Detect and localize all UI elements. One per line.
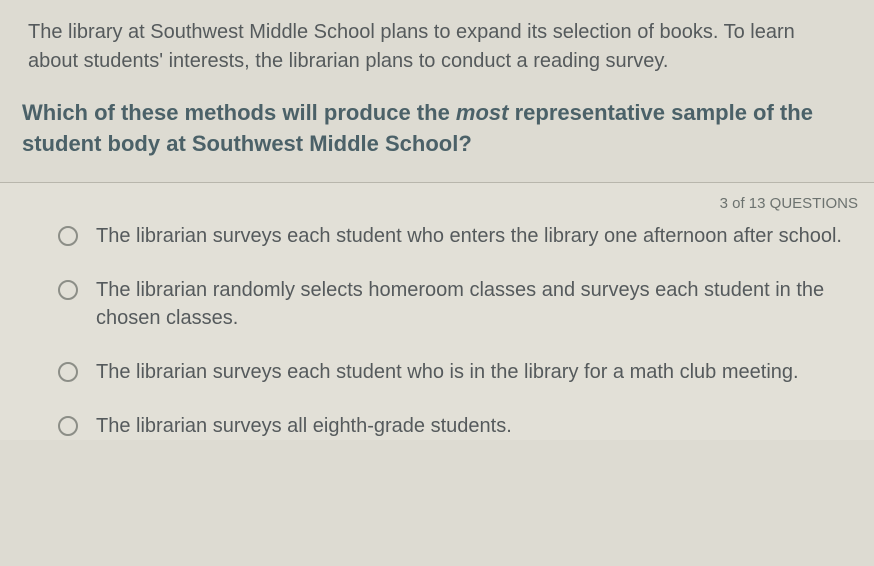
question-prompt: Which of these methods will produce the … [0,86,874,182]
question-emphasis: most [456,100,509,125]
option-text: The librarian surveys all eighth-grade s… [96,412,532,440]
option-c[interactable]: The librarian surveys each student who i… [58,358,862,386]
question-prefix: Which of these methods will produce the [22,100,456,125]
radio-icon[interactable] [58,416,78,436]
answers-area: 3 of 13 QUESTIONS The librarian surveys … [0,183,874,440]
option-text: The librarian randomly selects homeroom … [96,276,862,332]
context-text: The library at Southwest Middle School p… [0,0,874,86]
option-text: The librarian surveys each student who e… [96,222,862,250]
radio-icon[interactable] [58,280,78,300]
option-d[interactable]: The librarian surveys all eighth-grade s… [58,412,862,440]
option-a[interactable]: The librarian surveys each student who e… [58,222,862,250]
option-b[interactable]: The librarian randomly selects homeroom … [58,276,862,332]
radio-icon[interactable] [58,226,78,246]
option-text: The librarian surveys each student who i… [96,358,819,386]
radio-icon[interactable] [58,362,78,382]
question-counter: 3 of 13 QUESTIONS [58,195,862,212]
